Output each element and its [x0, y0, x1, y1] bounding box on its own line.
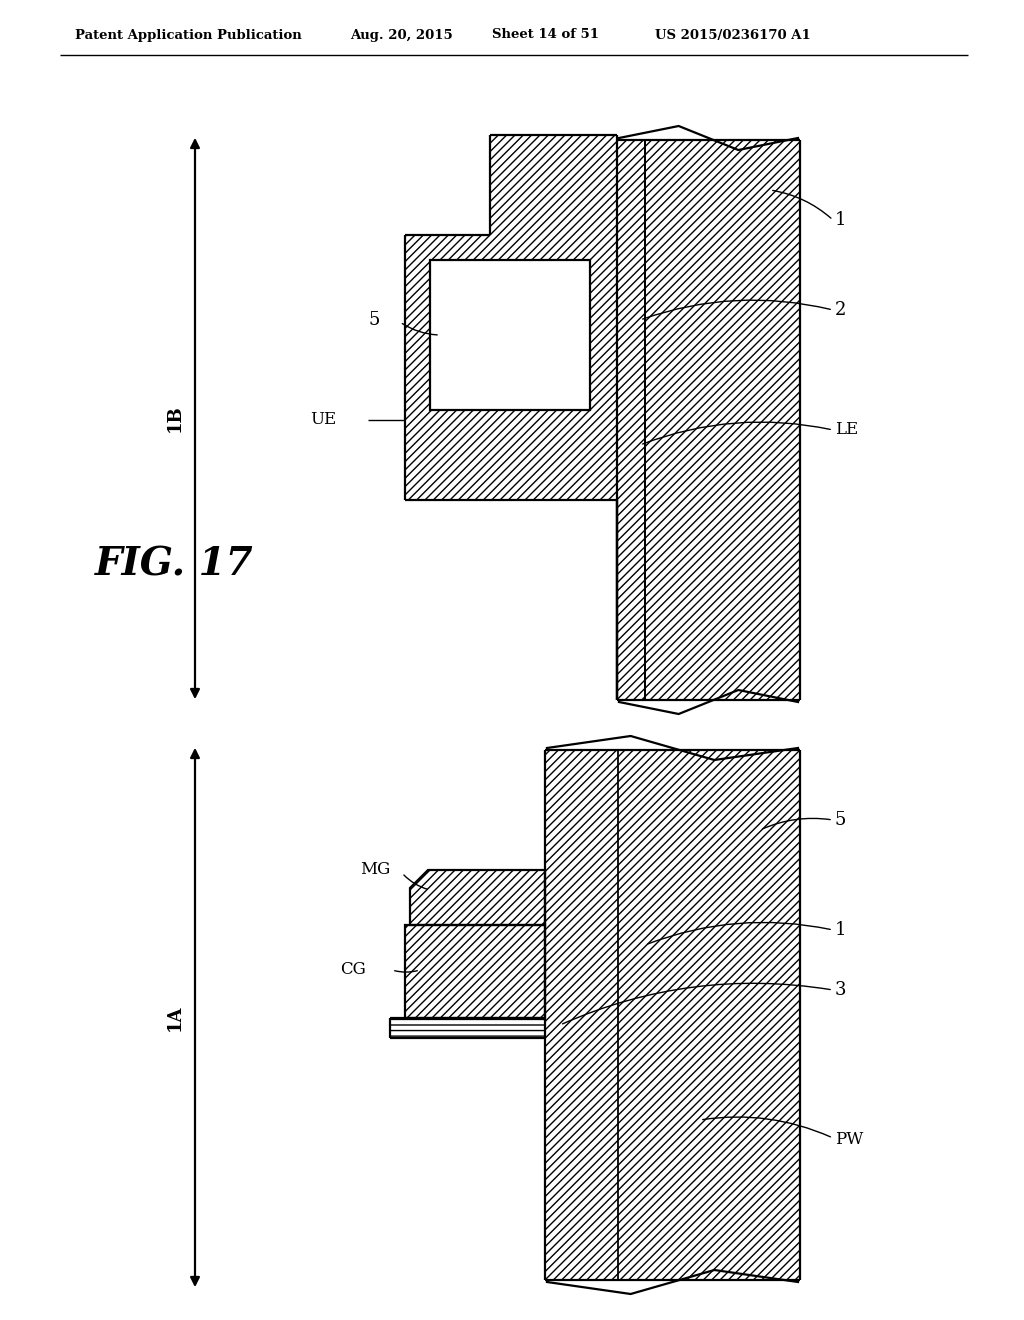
Text: Patent Application Publication: Patent Application Publication: [75, 29, 302, 41]
Text: LE: LE: [835, 421, 858, 438]
Bar: [545, 750, 800, 1280]
Bar: [390, 1018, 545, 1038]
Bar: [617, 140, 645, 700]
Text: 3: 3: [835, 981, 847, 999]
Bar: [430, 235, 590, 260]
Bar: [430, 411, 590, 450]
Text: 2: 2: [835, 301, 847, 319]
Text: 5: 5: [835, 810, 847, 829]
Bar: [406, 235, 430, 450]
Text: UE: UE: [310, 412, 336, 429]
Text: 1B: 1B: [166, 405, 184, 433]
Bar: [406, 925, 545, 1018]
Text: 1: 1: [835, 211, 847, 228]
Bar: [406, 925, 545, 1018]
Polygon shape: [410, 870, 545, 925]
Bar: [590, 235, 617, 450]
Text: CG: CG: [340, 961, 366, 978]
Text: Sheet 14 of 51: Sheet 14 of 51: [492, 29, 599, 41]
Text: 1: 1: [835, 921, 847, 939]
Text: PW: PW: [835, 1131, 863, 1148]
Text: MG: MG: [360, 862, 390, 879]
Text: 5: 5: [368, 312, 379, 329]
Bar: [430, 260, 590, 411]
Bar: [645, 140, 800, 700]
Bar: [490, 135, 617, 235]
Text: US 2015/0236170 A1: US 2015/0236170 A1: [655, 29, 811, 41]
Text: FIG. 17: FIG. 17: [95, 546, 254, 583]
Text: Aug. 20, 2015: Aug. 20, 2015: [350, 29, 453, 41]
Text: 1A: 1A: [166, 1005, 184, 1031]
Bar: [430, 260, 590, 411]
Bar: [406, 450, 617, 500]
